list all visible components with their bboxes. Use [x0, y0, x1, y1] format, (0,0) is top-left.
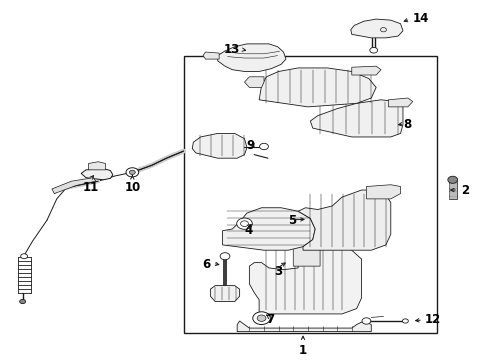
Circle shape	[20, 254, 27, 259]
Polygon shape	[88, 162, 105, 170]
Circle shape	[369, 48, 377, 53]
Text: 11: 11	[82, 181, 99, 194]
Polygon shape	[310, 100, 402, 137]
Circle shape	[259, 143, 268, 150]
Text: 12: 12	[424, 314, 440, 327]
Circle shape	[447, 176, 457, 183]
Polygon shape	[298, 190, 390, 250]
Text: 2: 2	[461, 184, 468, 197]
Text: 9: 9	[245, 139, 254, 152]
Circle shape	[361, 318, 370, 324]
Circle shape	[129, 170, 135, 175]
Polygon shape	[448, 181, 456, 199]
Polygon shape	[237, 321, 370, 332]
Polygon shape	[249, 245, 361, 314]
Text: 8: 8	[402, 118, 410, 131]
Text: 14: 14	[412, 12, 428, 25]
Polygon shape	[259, 68, 375, 107]
Text: 4: 4	[244, 224, 252, 237]
Circle shape	[252, 312, 270, 324]
Text: 13: 13	[223, 43, 239, 56]
Polygon shape	[350, 19, 402, 38]
Circle shape	[220, 253, 229, 260]
Text: 6: 6	[202, 258, 210, 271]
Circle shape	[20, 300, 25, 303]
Text: 3: 3	[273, 265, 281, 278]
Polygon shape	[222, 208, 315, 250]
Polygon shape	[351, 66, 380, 75]
Polygon shape	[203, 52, 219, 59]
Text: 7: 7	[266, 313, 274, 326]
Polygon shape	[81, 168, 113, 180]
Polygon shape	[366, 185, 400, 199]
Circle shape	[257, 315, 265, 321]
Circle shape	[402, 319, 407, 323]
Polygon shape	[210, 285, 239, 302]
Polygon shape	[192, 134, 246, 158]
Text: 10: 10	[124, 181, 140, 194]
Text: 5: 5	[288, 213, 296, 227]
Circle shape	[236, 218, 252, 229]
Polygon shape	[244, 77, 264, 87]
Polygon shape	[52, 177, 96, 194]
Polygon shape	[387, 98, 412, 107]
Polygon shape	[217, 44, 285, 72]
Text: 1: 1	[298, 344, 306, 357]
Polygon shape	[293, 245, 320, 266]
Circle shape	[126, 168, 139, 177]
